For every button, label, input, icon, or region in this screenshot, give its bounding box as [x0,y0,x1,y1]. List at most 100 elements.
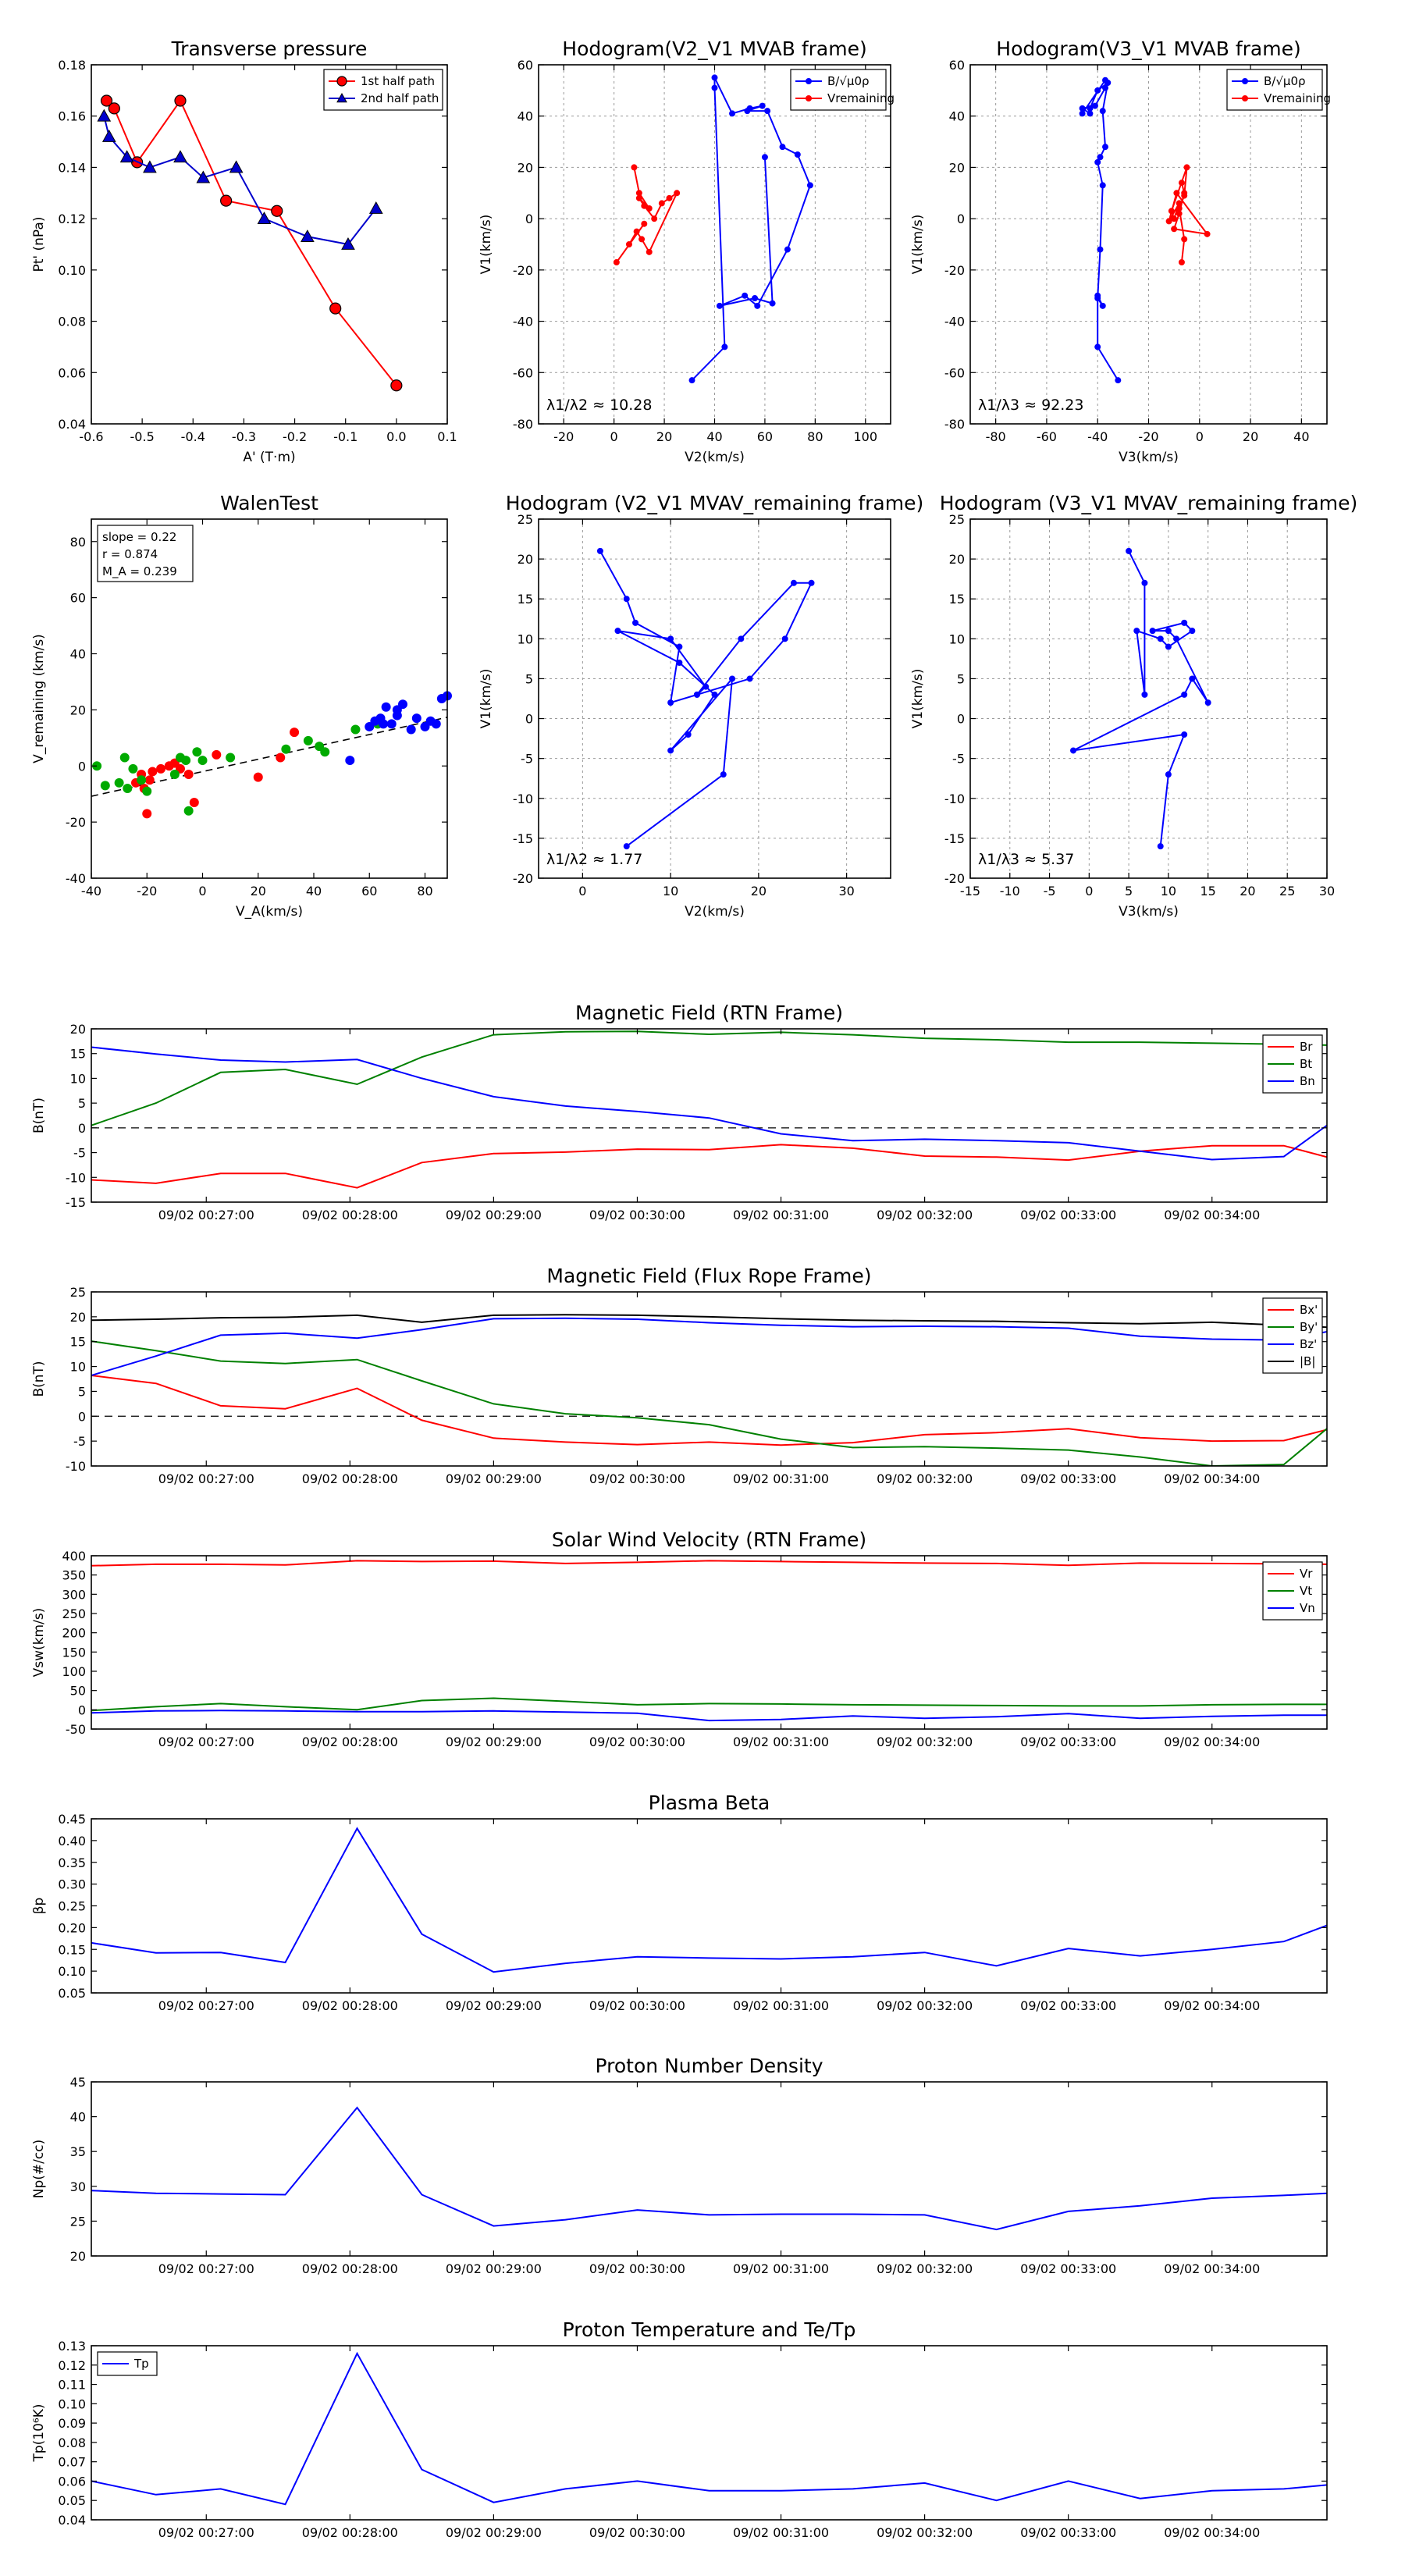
x-tick-label: 0.1 [437,429,457,444]
y-tick-label: -60 [944,365,965,380]
legend-box [323,69,443,111]
x-tick-label: 09/02 00:33:00 [1020,2525,1116,2540]
scatter-point [350,724,361,735]
series-line [91,1046,1327,1161]
series-line [91,1375,1327,1446]
data-point [341,237,355,250]
scatter-point [315,742,325,752]
stats-line: M_A = 0.239 [102,564,177,579]
eigenvalue-ratio: λ1/λ2 ≈ 1.77 [546,851,642,868]
data-point [1173,190,1180,197]
y-axis-label: V_remaining (km/s) [31,634,47,763]
data-point [720,771,727,778]
x-tick-label: 09/02 00:28:00 [302,1208,398,1222]
y-tick-label: -15 [944,831,965,846]
scatter-point [100,781,110,791]
data-point [614,628,621,635]
data-point [1189,628,1196,635]
x-axis-label: A' (T·m) [243,450,295,465]
eigenvalue-ratio: λ1/λ3 ≈ 5.37 [978,851,1074,868]
data-point [229,160,244,173]
plot-frame [969,64,1328,425]
x-tick-label: 09/02 00:28:00 [302,1735,398,1749]
data-point [623,596,630,603]
data-point [633,228,640,235]
data-point [1141,579,1148,586]
x-tick-label: -40 [1087,429,1108,444]
data-point [1181,731,1188,738]
x-tick-label: 09/02 00:30:00 [589,1208,685,1222]
data-point [693,691,700,698]
data-point [1102,84,1109,91]
series-line [616,167,679,263]
data-point [174,94,187,107]
data-point [646,205,653,212]
y-tick-label: 0.12 [58,212,86,226]
y-tick-label: 20 [949,160,965,175]
data-point [143,160,157,173]
y-tick-label: 20 [70,2249,86,2264]
chart-title: Proton Temperature and Te/Tp [563,2318,856,2341]
data-point [1176,210,1183,217]
y-axis-label: V1(km/s) [910,215,926,275]
scatter-point [156,763,166,774]
scatter-point [420,721,430,731]
y-tick-label: 400 [62,1549,86,1564]
y-tick-label: 60 [518,58,533,73]
y-tick-label: 250 [62,1606,86,1621]
y-tick-label: 50 [70,1684,86,1699]
data-point [769,300,776,307]
data-point [1181,236,1188,243]
data-point [754,302,761,309]
data-point [1204,699,1211,706]
y-tick-label: 0.45 [58,1812,86,1827]
x-tick-label: 80 [807,429,823,444]
data-point [711,74,718,81]
data-point [1178,259,1185,265]
y-tick-label: 40 [518,109,533,124]
legend-box [790,69,887,111]
y-tick-label: 35 [70,2144,86,2159]
x-tick-label: 5 [1125,884,1133,898]
legend-label: Vremaining [827,91,895,105]
y-tick-label: 5 [78,1096,86,1111]
x-tick-label: 60 [757,429,773,444]
y-tick-label: 0.06 [58,2474,86,2489]
y-tick-label: 0.05 [58,2493,86,2508]
x-tick-label: 30 [838,884,854,898]
x-tick-label: 09/02 00:34:00 [1164,1471,1260,1486]
series-line [105,98,397,386]
x-tick-label: 09/02 00:34:00 [1164,1208,1260,1222]
data-point [651,215,658,222]
chart-title: Hodogram(V3_V1 MVAB frame) [996,37,1300,60]
y-tick-label: 20 [949,552,965,567]
data-point [729,110,736,117]
y-tick-label: 200 [62,1626,86,1641]
x-tick-label: 40 [706,429,722,444]
y-tick-label: 0.14 [58,160,86,175]
series-line [91,1030,1327,1126]
scatter-point [381,702,391,712]
x-tick-label: 60 [361,884,377,898]
plot-frame [91,64,448,425]
data-point [100,94,113,107]
series-line [1080,77,1119,381]
y-tick-label: 15 [949,592,965,607]
x-tick-label: 09/02 00:30:00 [589,1735,685,1749]
data-point [1181,691,1188,698]
data-point [1165,628,1172,635]
x-tick-label: 20 [251,884,266,898]
series-line [91,1560,1327,1567]
y-tick-label: 10 [70,1360,86,1375]
series-line [691,76,811,381]
scatter-point [181,756,191,766]
series-line [91,1340,1327,1466]
data-point [336,76,347,87]
x-tick-label: 09/02 00:29:00 [446,2261,542,2276]
data-point [1157,843,1164,850]
y-tick-label: 0.35 [58,1856,86,1870]
data-point [744,108,751,115]
data-point [794,151,801,158]
data-point [635,190,642,197]
x-tick-label: 09/02 00:27:00 [158,1998,254,2013]
